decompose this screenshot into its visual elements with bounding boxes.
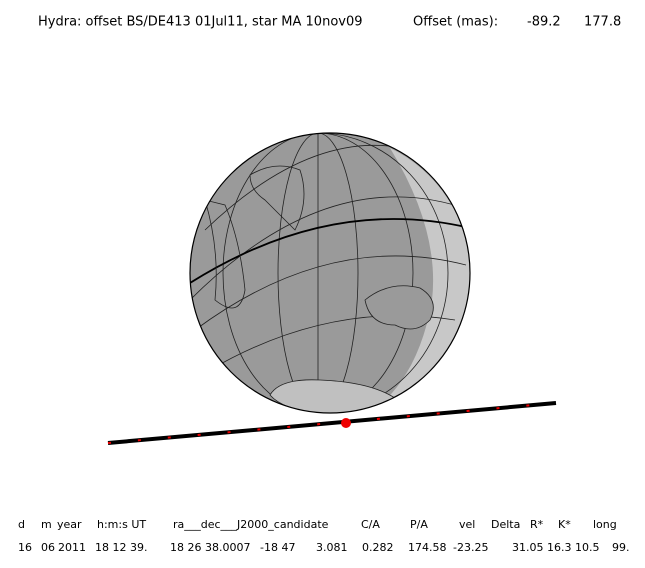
cell: -18 47 [260, 541, 295, 554]
globe [189, 132, 471, 414]
column-header: C/A [361, 518, 380, 531]
cell: 16 [18, 541, 32, 554]
cell: 99. [612, 541, 630, 554]
cell: 18 26 38.0007 [170, 541, 250, 554]
cell: 2011 [58, 541, 86, 554]
column-header: long [593, 518, 617, 531]
offset-label: Offset (mas): [413, 15, 498, 30]
column-header: Delta [491, 518, 520, 531]
title: Hydra: offset BS/DE413 01Jul11, star MA … [38, 15, 363, 30]
cell: 31.05 [512, 541, 544, 554]
shadow-path [107, 401, 557, 445]
column-header: year [57, 518, 82, 531]
data-table: d m year h:m:s UT ra___dec___J2000_candidate… [18, 518, 630, 554]
cell: 10.5 [575, 541, 600, 554]
column-header: ra___dec___J2000_candidate [173, 518, 329, 531]
cell: 16.3 [547, 541, 572, 554]
cell: 0.282 [362, 541, 394, 554]
offset-x: -89.2 [527, 15, 561, 30]
column-header: vel [459, 518, 475, 531]
cell: 18 12 39. [95, 541, 147, 554]
column-header: P/A [410, 518, 428, 531]
column-header: R* [530, 518, 544, 531]
offset-y: 177.8 [584, 15, 621, 30]
cell: -23.25 [453, 541, 488, 554]
column-header: K* [558, 518, 571, 531]
cell: 3.081 [316, 541, 348, 554]
column-header: m [41, 518, 52, 531]
cell: 06 [41, 541, 55, 554]
cell: 174.58 [408, 541, 447, 554]
column-header: d [18, 518, 25, 531]
column-header: h:m:s UT [97, 518, 146, 531]
